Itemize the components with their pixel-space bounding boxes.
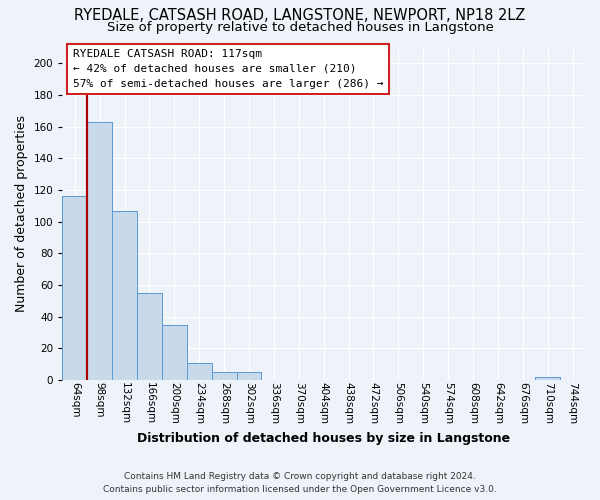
Bar — [137, 293, 162, 380]
Bar — [535, 377, 560, 380]
Text: RYEDALE CATSASH ROAD: 117sqm
← 42% of detached houses are smaller (210)
57% of s: RYEDALE CATSASH ROAD: 117sqm ← 42% of de… — [73, 49, 383, 89]
Text: Size of property relative to detached houses in Langstone: Size of property relative to detached ho… — [107, 21, 493, 34]
X-axis label: Distribution of detached houses by size in Langstone: Distribution of detached houses by size … — [137, 432, 510, 445]
Bar — [87, 122, 112, 380]
Bar — [212, 372, 236, 380]
Bar — [187, 362, 212, 380]
Bar — [535, 377, 560, 380]
Bar — [162, 324, 187, 380]
Bar — [212, 372, 236, 380]
Bar — [87, 122, 112, 380]
Y-axis label: Number of detached properties: Number of detached properties — [15, 116, 28, 312]
Bar — [137, 293, 162, 380]
Text: RYEDALE, CATSASH ROAD, LANGSTONE, NEWPORT, NP18 2LZ: RYEDALE, CATSASH ROAD, LANGSTONE, NEWPOR… — [74, 8, 526, 22]
Bar — [62, 196, 87, 380]
Text: Contains HM Land Registry data © Crown copyright and database right 2024.
Contai: Contains HM Land Registry data © Crown c… — [103, 472, 497, 494]
Bar — [236, 372, 262, 380]
Bar — [162, 324, 187, 380]
Bar — [236, 372, 262, 380]
Bar — [62, 196, 87, 380]
Bar — [187, 362, 212, 380]
Bar — [112, 210, 137, 380]
Bar — [112, 210, 137, 380]
